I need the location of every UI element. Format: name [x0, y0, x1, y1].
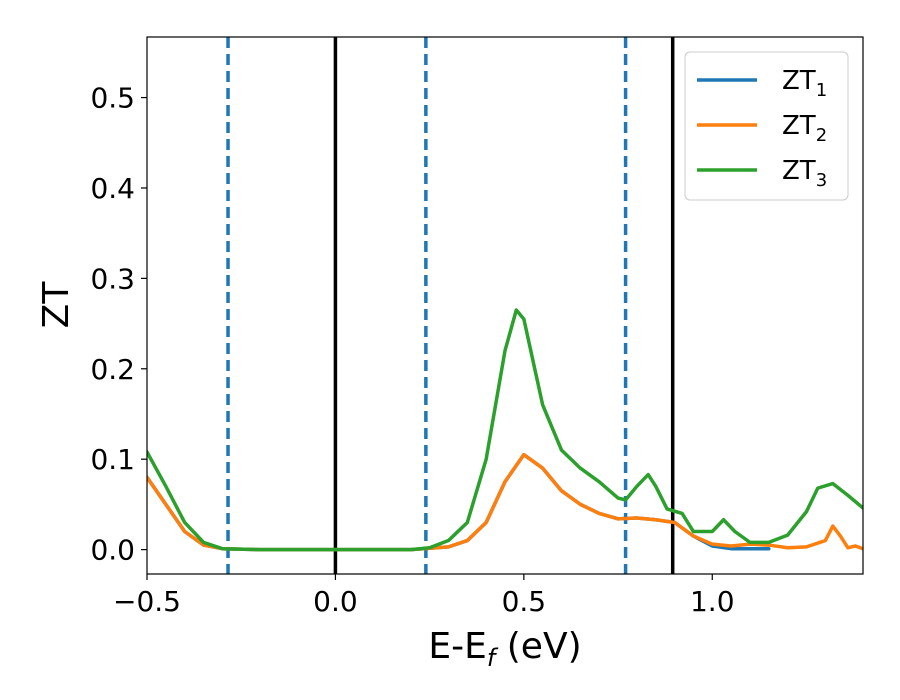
x-axis-label: E-Ef (eV) [428, 626, 581, 672]
x-axis-ticks: −0.5 0.0 0.5 1.0 [113, 574, 735, 618]
plot-frame [146, 36, 864, 575]
legend-label-3: ZT3 [782, 156, 827, 191]
legend-label-sub-2: 2 [816, 125, 827, 146]
legend-label-base-2: ZT [782, 111, 816, 141]
series-line-3 [147, 308, 863, 552]
legend-label-1: ZT1 [782, 66, 827, 101]
x-axis-label-suffix: (eV) [495, 626, 581, 667]
y-axis-ticks: 0.0 0.1 0.2 0.3 0.4 0.5 [90, 82, 147, 567]
y-axis-label: ZT [36, 281, 77, 329]
legend-label-base-3: ZT [782, 156, 816, 186]
legend-label-base-1: ZT [782, 66, 816, 96]
legend-label-sub-1: 1 [816, 80, 827, 101]
series-lines [147, 308, 863, 552]
x-tick-label-3: 1.0 [690, 585, 735, 618]
legend-box [684, 51, 849, 201]
x-axis-label-base: E-E [428, 626, 486, 667]
x-tick-label-1: 0.0 [313, 585, 358, 618]
legend-label-sub-3: 3 [816, 170, 827, 191]
y-tick-label-2: 0.2 [90, 353, 135, 386]
x-tick-label-0: −0.5 [113, 585, 181, 618]
reference-lines [226, 37, 675, 574]
y-tick-label-1: 0.1 [90, 443, 135, 476]
series-line-1 [147, 452, 771, 552]
y-tick-label-5: 0.5 [90, 82, 135, 115]
legend-label-2: ZT2 [782, 111, 827, 146]
y-tick-label-3: 0.3 [90, 262, 135, 295]
y-tick-label-4: 0.4 [90, 172, 135, 205]
series-line-2 [147, 452, 863, 552]
y-tick-label-0: 0.0 [90, 534, 135, 567]
x-tick-label-2: 0.5 [502, 585, 547, 618]
